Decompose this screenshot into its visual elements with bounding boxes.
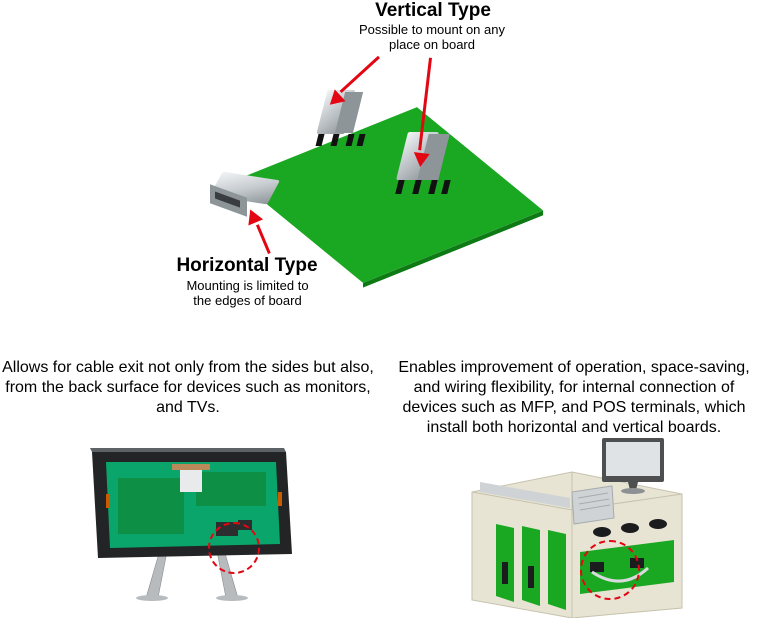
monitor-highlight-circle bbox=[208, 522, 260, 574]
horizontal-connector bbox=[214, 176, 276, 214]
pos-highlight-circle bbox=[580, 540, 640, 600]
pcb-top-face bbox=[237, 107, 543, 283]
vertical-subtitle-line1: Possible to mount on any bbox=[359, 22, 505, 37]
description-pos: Enables improvement of operation, space-… bbox=[386, 358, 762, 438]
description-monitor: Allows for cable exit not only from the … bbox=[2, 358, 374, 418]
vertical-type-subtitle: Possible to mount on any place on board bbox=[327, 22, 537, 52]
pcb-board bbox=[237, 107, 543, 283]
monitor-illustration bbox=[86, 444, 296, 602]
arrow-head-icon bbox=[412, 152, 430, 168]
monitor-svg bbox=[86, 444, 296, 602]
vertical-type-title: Vertical Type bbox=[353, 0, 513, 22]
pos-terminal-illustration bbox=[452, 432, 692, 618]
pos-svg bbox=[452, 432, 692, 618]
vertical-subtitle-line2: place on board bbox=[389, 37, 475, 52]
